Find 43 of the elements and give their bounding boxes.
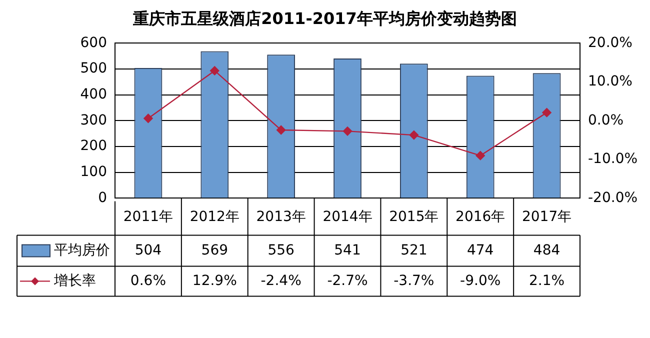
point <box>210 66 220 76</box>
data-label: 0.6% <box>130 272 166 289</box>
point <box>476 150 485 160</box>
data-label: 521 <box>400 242 428 258</box>
point <box>542 108 552 118</box>
data-label: 504 <box>134 242 162 258</box>
data-label: 556 <box>268 242 295 258</box>
x-tick-label: 2013年 <box>256 209 306 226</box>
y-tick-label: 500 <box>80 60 107 77</box>
point <box>144 114 153 123</box>
data-label: -9.0% <box>460 272 501 289</box>
y2-tick-label: 0.0% <box>588 112 624 128</box>
y-tick-label: 300 <box>80 112 107 128</box>
chart-title: 重庆市五星级酒店2011-2017年平均房价变动趋势图 <box>132 8 517 28</box>
legend-label: 增长率 <box>53 272 96 289</box>
legend-label: 平均房价 <box>54 242 110 258</box>
point <box>409 130 419 140</box>
y2-tick-label: -20.0% <box>588 190 638 206</box>
data-label: -3.7% <box>394 272 434 289</box>
x-tick-label: 2011年 <box>123 209 174 226</box>
x-tick-label: 2014年 <box>322 209 372 226</box>
y-tick-label: 0 <box>98 190 107 206</box>
y2-tick-label: 20.0% <box>588 34 632 51</box>
y-tick-label: 200 <box>80 138 107 154</box>
data-label: -2.4% <box>260 272 302 289</box>
data-label: -2.7% <box>327 272 368 289</box>
x-tick-label: 2017年 <box>522 209 572 226</box>
y-tick-label: 600 <box>80 34 107 51</box>
data-label: 474 <box>466 242 494 258</box>
point <box>276 125 286 135</box>
x-tick-label: 2016年 <box>456 209 506 226</box>
data-label: 569 <box>201 242 228 258</box>
y-tick-label: 100 <box>80 164 107 180</box>
data-label: 2.1% <box>528 272 565 289</box>
y-tick-label: 400 <box>80 86 107 103</box>
x-tick-label: 2012年 <box>190 209 240 226</box>
y2-tick-label: 10.0% <box>588 74 632 90</box>
data-label: 484 <box>533 242 560 258</box>
point <box>342 126 352 136</box>
data-label: 541 <box>334 242 361 258</box>
x-tick-label: 2015年 <box>389 209 439 226</box>
data-label: 12.9% <box>192 272 237 289</box>
y2-tick-label: -10.0% <box>588 151 638 168</box>
